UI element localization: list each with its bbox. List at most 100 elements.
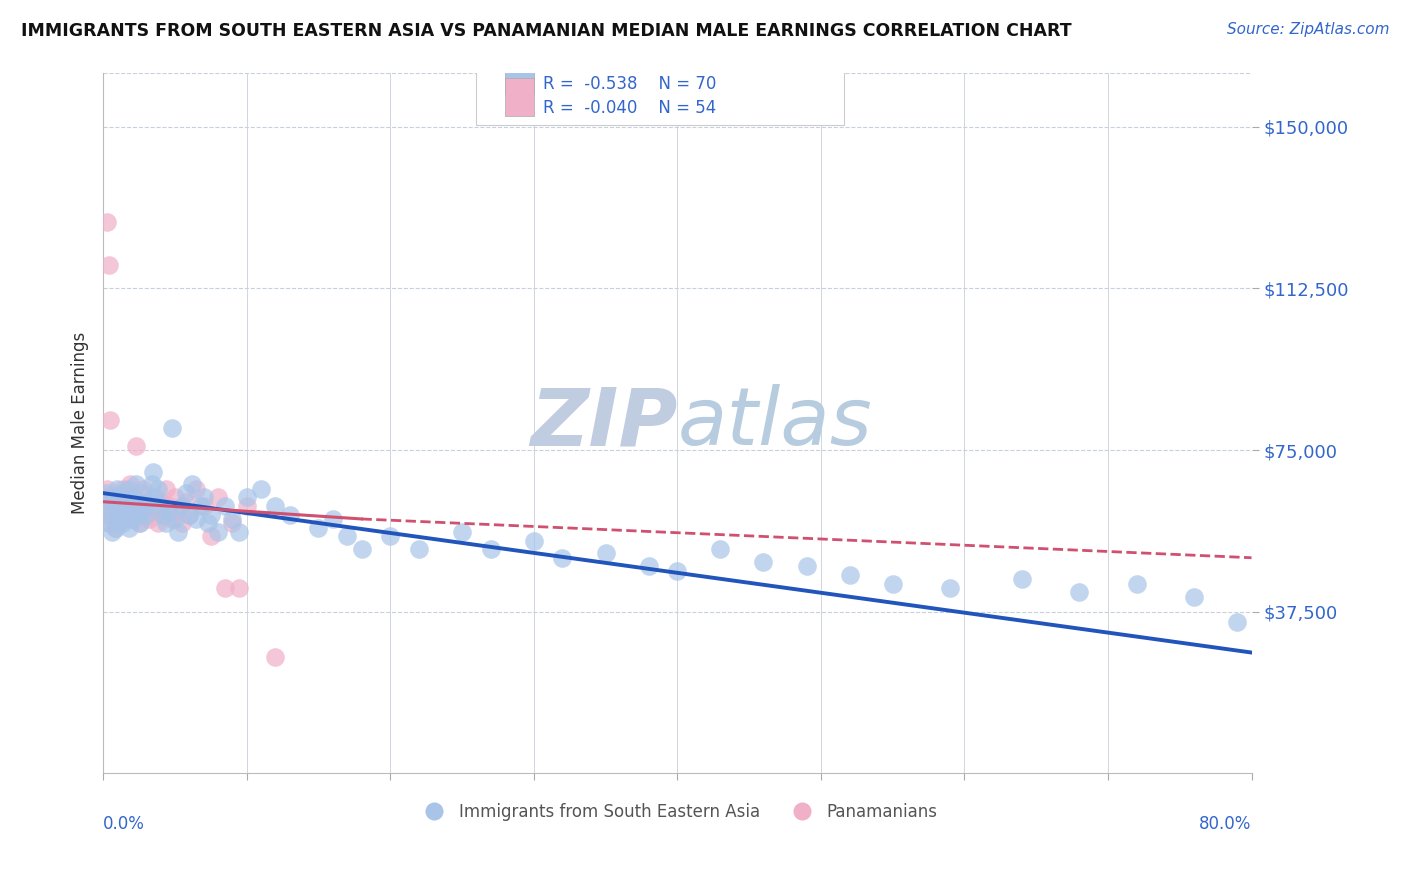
Point	[114, 512, 136, 526]
Point	[157, 503, 180, 517]
Point	[98, 499, 121, 513]
Point	[108, 508, 131, 522]
Point	[108, 516, 131, 531]
Point	[796, 559, 818, 574]
FancyBboxPatch shape	[505, 78, 534, 116]
Point	[207, 524, 229, 539]
Point	[111, 486, 134, 500]
Text: 80.0%: 80.0%	[1199, 815, 1251, 833]
Point	[181, 477, 204, 491]
Point	[110, 494, 132, 508]
Point	[250, 482, 273, 496]
Point	[190, 499, 212, 513]
Point	[128, 516, 150, 531]
Point	[479, 542, 502, 557]
Point	[146, 516, 169, 531]
Text: R =  -0.538    N = 70: R = -0.538 N = 70	[543, 75, 716, 93]
Point	[264, 499, 287, 513]
Text: ZIP: ZIP	[530, 384, 678, 462]
Text: Source: ZipAtlas.com: Source: ZipAtlas.com	[1226, 22, 1389, 37]
Point	[197, 516, 219, 531]
Point	[98, 413, 121, 427]
Point	[121, 491, 143, 505]
Point	[111, 503, 134, 517]
Point	[122, 512, 145, 526]
Point	[235, 491, 257, 505]
Point	[214, 581, 236, 595]
Text: atlas: atlas	[678, 384, 872, 462]
Point	[176, 486, 198, 500]
Point	[186, 512, 208, 526]
Point	[120, 477, 142, 491]
Point	[94, 491, 117, 505]
Point	[115, 512, 138, 526]
Point	[98, 494, 121, 508]
Point	[141, 491, 163, 505]
Point	[278, 508, 301, 522]
Point	[149, 499, 172, 513]
Point	[200, 508, 222, 522]
Point	[127, 508, 149, 522]
Point	[110, 499, 132, 513]
Point	[96, 508, 118, 522]
FancyBboxPatch shape	[477, 31, 844, 126]
Point	[129, 494, 152, 508]
Point	[882, 576, 904, 591]
Point	[336, 529, 359, 543]
Point	[121, 499, 143, 513]
Point	[307, 520, 329, 534]
Point	[132, 503, 155, 517]
Point	[228, 581, 250, 595]
Point	[135, 508, 157, 522]
Point	[112, 516, 135, 531]
Point	[523, 533, 546, 548]
Point	[838, 568, 860, 582]
Point	[160, 421, 183, 435]
Point	[221, 516, 243, 531]
Point	[131, 508, 153, 522]
Point	[709, 542, 731, 557]
Point	[117, 486, 139, 500]
Point	[131, 486, 153, 500]
Point	[166, 524, 188, 539]
Point	[97, 516, 120, 531]
Point	[101, 503, 124, 517]
Point	[179, 508, 201, 522]
Point	[135, 499, 157, 513]
Point	[132, 482, 155, 496]
Point	[163, 491, 186, 505]
Point	[1125, 576, 1147, 591]
Point	[380, 529, 402, 543]
Point	[94, 486, 117, 500]
Point	[551, 550, 574, 565]
Text: 0.0%: 0.0%	[103, 815, 145, 833]
Point	[186, 482, 208, 496]
Point	[155, 482, 177, 496]
Point	[207, 491, 229, 505]
Point	[143, 503, 166, 517]
Point	[152, 508, 174, 522]
Point	[122, 512, 145, 526]
Point	[96, 482, 118, 496]
Point	[163, 512, 186, 526]
Text: IMMIGRANTS FROM SOUTH EASTERN ASIA VS PANAMANIAN MEDIAN MALE EARNINGS CORRELATIO: IMMIGRANTS FROM SOUTH EASTERN ASIA VS PA…	[21, 22, 1071, 40]
Point	[138, 512, 160, 526]
Point	[595, 546, 617, 560]
Point	[97, 258, 120, 272]
Point	[1011, 572, 1033, 586]
Legend: Immigrants from South Eastern Asia, Panamanians: Immigrants from South Eastern Asia, Pana…	[411, 797, 945, 828]
Point	[100, 508, 122, 522]
Point	[451, 524, 474, 539]
Point	[96, 214, 118, 228]
Point	[176, 494, 198, 508]
Point	[125, 477, 148, 491]
Point	[138, 494, 160, 508]
Point	[118, 520, 141, 534]
Point	[141, 477, 163, 491]
Point	[221, 512, 243, 526]
Text: R =  -0.040    N = 54: R = -0.040 N = 54	[543, 99, 716, 117]
Point	[120, 499, 142, 513]
FancyBboxPatch shape	[505, 55, 534, 94]
Point	[118, 508, 141, 522]
Point	[350, 542, 373, 557]
